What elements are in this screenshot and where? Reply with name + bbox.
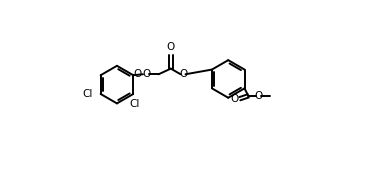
Text: O: O xyxy=(167,42,175,52)
Text: O: O xyxy=(142,69,151,79)
Text: O: O xyxy=(231,94,239,104)
Text: O: O xyxy=(179,69,187,79)
Text: O: O xyxy=(255,91,263,101)
Text: O: O xyxy=(134,69,142,79)
Text: Cl: Cl xyxy=(129,99,139,109)
Text: Cl: Cl xyxy=(83,89,93,99)
